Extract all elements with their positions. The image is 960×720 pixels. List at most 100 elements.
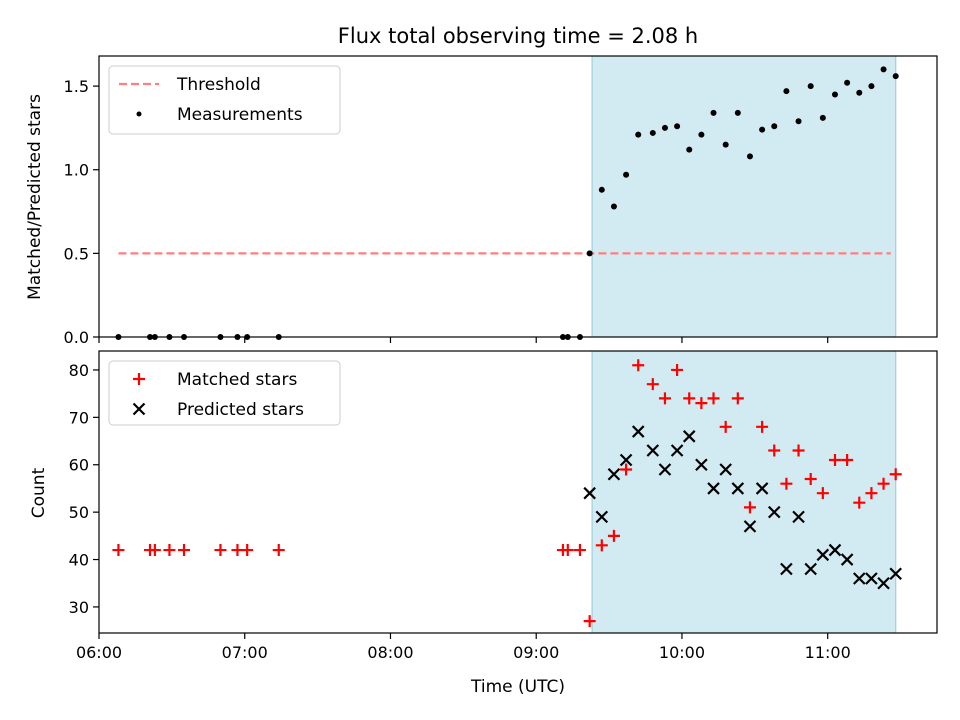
matched-star-point: [828, 454, 841, 467]
y-tick-label: 80: [69, 361, 89, 380]
matched-star-point: [632, 359, 645, 372]
measurement-point: [710, 109, 717, 116]
matched-star-point: [272, 544, 285, 557]
predicted-star-point: [731, 482, 745, 495]
predicted-star-point: [631, 425, 645, 438]
measurement-point: [746, 153, 753, 160]
y-tick-label: 1.5: [64, 77, 89, 96]
predicted-star-point: [840, 553, 854, 566]
matched-star-point: [695, 397, 708, 410]
legend: Matched stars Predicted stars: [108, 360, 341, 426]
predicted-star-point: [792, 510, 805, 524]
measurement-point: [892, 73, 899, 80]
observing-window-band: [592, 351, 896, 633]
measurement-point: [674, 123, 681, 130]
matched-star-point: [889, 468, 902, 481]
matched-star-point: [731, 392, 744, 405]
measurement-point: [759, 126, 766, 133]
matched-star-point: [595, 539, 608, 552]
predicted-star-point: [780, 562, 793, 576]
measurement-point: [623, 171, 630, 178]
measurement-point: [831, 91, 838, 98]
y-tick-label: 50: [69, 503, 89, 522]
predicted-star-point: [619, 453, 633, 467]
y-tick-label: 0.5: [64, 244, 89, 263]
matched-star-point: [163, 544, 176, 557]
predicted-star-point: [755, 482, 769, 495]
matched-star-point: [646, 378, 659, 391]
predicted-star-point: [804, 562, 817, 576]
measurement-point: [661, 124, 668, 131]
legend-box: [108, 65, 341, 135]
measurement-point: [722, 141, 729, 148]
matched-star-point: [816, 487, 829, 500]
matched-star-point: [707, 392, 720, 405]
measurement-point: [783, 88, 790, 95]
y-tick-label: 30: [69, 598, 89, 617]
measurement-point: [807, 83, 814, 90]
predicted-star-point: [719, 463, 732, 476]
measurement-point: [819, 114, 826, 121]
observing-window-band: [592, 56, 896, 337]
predicted-star-point: [607, 467, 621, 481]
x-tick-label: 06:00: [76, 643, 122, 662]
x-tick-label: 07:00: [222, 643, 268, 662]
x-tick-label: 10:00: [659, 643, 705, 662]
predicted-star-point: [658, 463, 672, 476]
x-tick-label: 11:00: [805, 643, 851, 662]
matched-star-point: [148, 544, 161, 557]
y-tick-label: 40: [69, 551, 89, 570]
matched-star-point: [865, 487, 878, 500]
measurement-point: [586, 250, 593, 257]
measurement-point: [880, 66, 887, 73]
matched-star-point: [768, 444, 781, 457]
legend-box: [108, 360, 341, 426]
legend-predicted-swatch: [132, 402, 146, 416]
matched-star-point: [792, 444, 805, 457]
predicted-star-point: [682, 430, 696, 443]
y-tick-label: 1.0: [64, 161, 89, 180]
legend-label: Threshold: [176, 75, 261, 95]
predicted-star-point: [889, 567, 902, 581]
matched-star-point: [804, 472, 817, 485]
predicted-star-point: [583, 486, 596, 500]
predicted-star-point: [695, 458, 708, 472]
ratio-panel: 0.0 0.5 1.0 1.5 Threshold Measurements: [64, 55, 938, 347]
predicted-star-point: [670, 444, 684, 457]
x-tick-label: 08:00: [367, 643, 413, 662]
axes-frame: [98, 350, 938, 634]
measurement-point: [844, 79, 851, 86]
matched-star-point: [112, 544, 125, 557]
matched-star-point: [241, 544, 254, 557]
matched-star-point: [780, 477, 793, 490]
y-tick-label: 0.0: [64, 328, 89, 347]
matched-star-point: [573, 544, 586, 557]
measurement-point: [734, 109, 741, 116]
ratio-y-axis-label: Matched/Predicted stars: [25, 94, 45, 300]
matched-star-point: [756, 420, 769, 433]
y-tick-label: 70: [69, 408, 89, 427]
legend-label: Predicted stars: [177, 400, 304, 420]
y-tick-label: 60: [69, 456, 89, 475]
predicted-star-point: [595, 510, 609, 524]
measurement-point: [698, 131, 705, 138]
predicted-star-point: [743, 520, 757, 533]
predicted-star-point: [877, 576, 890, 590]
predicted-star-point: [816, 548, 830, 562]
matched-star-point: [583, 615, 596, 628]
matched-star-point: [607, 529, 620, 542]
predicted-star-point: [646, 444, 660, 457]
count-panel: 30 40 50 60 70 80 06:00 07:00 08:00 09:00 10:00 11:…: [69, 350, 938, 662]
count-y-axis-label: Count: [29, 467, 49, 518]
measurement-point: [649, 129, 656, 136]
matched-star-point: [877, 477, 890, 490]
matched-star-point: [178, 544, 191, 557]
matched-star-point: [683, 392, 696, 405]
matched-star-point: [620, 463, 633, 476]
axes-frame: [98, 55, 938, 338]
measurement-point: [686, 146, 693, 153]
legend-label: Matched stars: [177, 370, 297, 390]
matched-star-point: [841, 454, 854, 467]
x-axis-label: Time (UTC): [470, 677, 565, 697]
measurement-point: [598, 186, 605, 193]
